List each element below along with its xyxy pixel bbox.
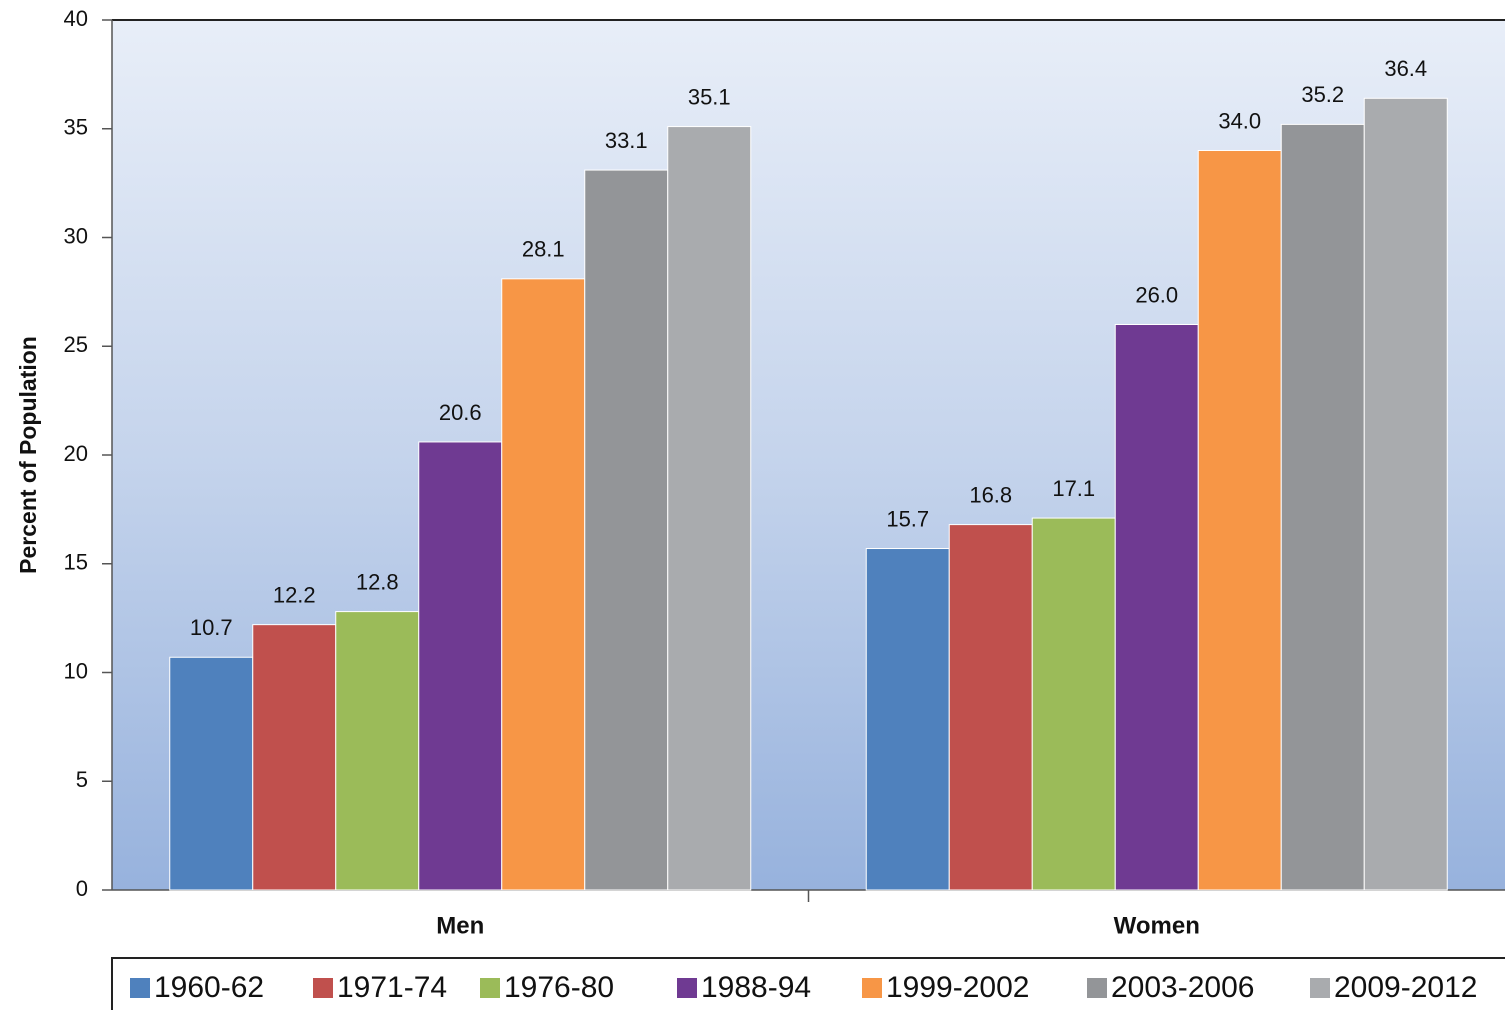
legend-swatch [313, 978, 333, 998]
legend-label: 2009-2012 [1334, 971, 1477, 1004]
y-tick-label: 10 [64, 658, 88, 683]
value-label: 35.1 [688, 84, 731, 109]
y-tick-label: 5 [76, 767, 88, 792]
bar [1363, 97, 1448, 891]
bar [335, 611, 420, 891]
legend-swatch [862, 978, 882, 998]
legend-label: 1988-94 [701, 971, 811, 1004]
bar [948, 524, 1033, 891]
bar [584, 169, 669, 891]
value-label: 12.8 [356, 569, 399, 594]
bar [865, 548, 950, 891]
y-tick-label: 15 [64, 550, 88, 575]
bar [501, 278, 586, 891]
bar [1197, 150, 1282, 891]
x-tick-label: Men [436, 912, 484, 939]
y-tick-label: 25 [64, 332, 88, 357]
value-label: 15.7 [886, 506, 929, 531]
y-tick-label: 0 [76, 876, 88, 901]
legend-swatch [677, 978, 697, 998]
legend-swatch [1087, 978, 1107, 998]
legend-swatch [130, 978, 150, 998]
value-label: 34.0 [1218, 108, 1261, 133]
legend-label: 1960-62 [154, 971, 264, 1004]
y-tick-label: 30 [64, 223, 88, 248]
y-tick-label: 35 [64, 115, 88, 140]
y-tick-label: 40 [64, 6, 88, 31]
x-tick-label: Women [1114, 912, 1200, 939]
y-axis-label: Percent of Population [15, 336, 41, 574]
legend-label: 1971-74 [337, 971, 447, 1004]
value-label: 36.4 [1384, 56, 1427, 81]
value-label: 33.1 [605, 128, 648, 153]
legend-label: 2003-2006 [1111, 971, 1254, 1004]
legend-label: 1976-80 [504, 971, 614, 1004]
bar [1031, 517, 1116, 891]
value-label: 35.2 [1301, 82, 1344, 107]
value-label: 26.0 [1135, 282, 1178, 307]
bar [169, 656, 254, 891]
legend-swatch [1310, 978, 1330, 998]
value-label: 10.7 [190, 615, 233, 640]
bar [252, 624, 337, 891]
legend-swatch [480, 978, 500, 998]
value-label: 12.2 [273, 582, 316, 607]
value-label: 28.1 [522, 237, 565, 262]
bar [418, 441, 503, 891]
bar [667, 126, 752, 891]
value-label: 17.1 [1052, 476, 1095, 501]
value-label: 16.8 [969, 482, 1012, 507]
legend-box [111, 957, 1505, 1010]
legend-label: 1999-2002 [886, 971, 1029, 1004]
bar [1280, 123, 1365, 891]
bar [1114, 324, 1199, 891]
y-tick-label: 20 [64, 441, 88, 466]
value-label: 20.6 [439, 400, 482, 425]
